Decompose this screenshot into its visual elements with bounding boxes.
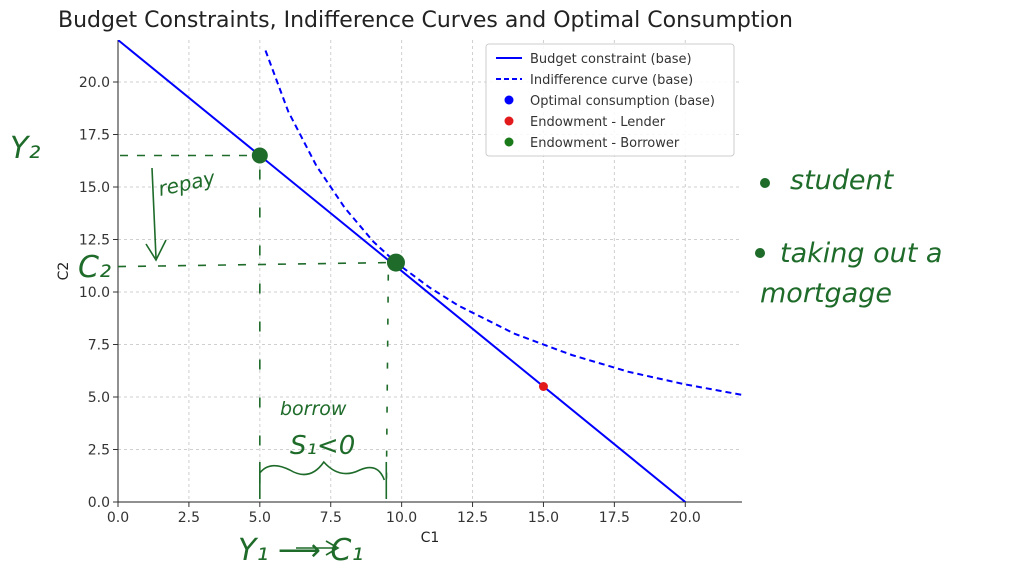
x-ticks: 0.0 2.5 5.0 7.5 10.0 12.5 15.0 17.5 20.0 [107, 502, 701, 526]
optimal-c2-dashed-line [117, 261, 389, 268]
c2-annotation: C₂ [78, 250, 111, 285]
borrow-label: borrow [280, 398, 347, 420]
legend-entry-label: Budget constraint (base) [530, 52, 692, 67]
y2-annotation: Y₂ [10, 131, 40, 166]
y-axis-label: C2 [56, 262, 72, 281]
bullet-dot-mortgage [755, 248, 765, 258]
x-tick-label: 20.0 [670, 510, 701, 526]
bullet-mortgage-line2: mortgage [760, 278, 892, 309]
legend-entry-label: Endowment - Borrower [530, 136, 680, 151]
y-tick-label: 0.0 [88, 495, 110, 511]
axes [117, 40, 742, 503]
x-tick-label: 12.5 [457, 510, 488, 526]
x-tick-label: 15.0 [528, 510, 559, 526]
x-axis-label: C1 [421, 530, 440, 546]
x-tick-label: 10.0 [386, 510, 417, 526]
bullet-student: student [790, 165, 895, 196]
legend-box [485, 43, 735, 157]
legend-marker-swatch [504, 116, 514, 126]
y-tick-label: 7.5 [88, 338, 110, 354]
grid [117, 40, 742, 503]
y-ticks: 0.0 2.5 5.0 7.5 10.0 12.5 15.0 17.5 20.0 [79, 75, 118, 511]
y-tick-label: 17.5 [79, 128, 110, 144]
series-line-0 [118, 40, 686, 502]
s1-label: S₁<0 [290, 431, 355, 461]
bullet-dot-student [760, 178, 770, 188]
y-tick-label: 10.0 [79, 285, 110, 301]
legend-entry-label: Optimal consumption (base) [530, 94, 715, 109]
repay-arrow [145, 167, 167, 262]
borrow-brace [259, 460, 388, 499]
x-tick-label: 17.5 [599, 510, 630, 526]
legend-marker-swatch [504, 137, 514, 147]
y-tick-label: 15.0 [79, 180, 110, 196]
data-point-3 [538, 382, 548, 391]
optimal-consumption-mark [386, 253, 405, 272]
x-tick-label: 2.5 [178, 510, 200, 526]
optimal-c1-dashed-line [385, 274, 390, 495]
repay-label: repay [156, 165, 218, 201]
bullet-mortgage-line1: taking out a [780, 238, 942, 269]
y-tick-label: 5.0 [88, 390, 110, 406]
y1-to-c1-annotation: Y₁ ⟶ C₁ [238, 533, 363, 568]
y-tick-label: 2.5 [88, 443, 110, 459]
legend: Budget constraint (base) Indifference cur… [485, 43, 735, 157]
plot-area [118, 40, 742, 502]
y-tick-label: 20.0 [79, 75, 110, 91]
x-tick-label: 7.5 [320, 510, 342, 526]
handwritten-annotations [117, 154, 390, 556]
y1-to-c1-arrow [296, 540, 340, 556]
chart-title: Budget Constraints, Indifference Curves … [58, 8, 793, 33]
x-tick-label: 0.0 [107, 510, 129, 526]
series-line-1 [264, 50, 742, 396]
y-tick-label: 12.5 [79, 233, 110, 249]
legend-marker-swatch [504, 95, 514, 105]
x-tick-label: 5.0 [249, 510, 271, 526]
legend-entry-label: Endowment - Lender [530, 115, 666, 130]
legend-entry-label: Indifference curve (base) [530, 73, 693, 88]
